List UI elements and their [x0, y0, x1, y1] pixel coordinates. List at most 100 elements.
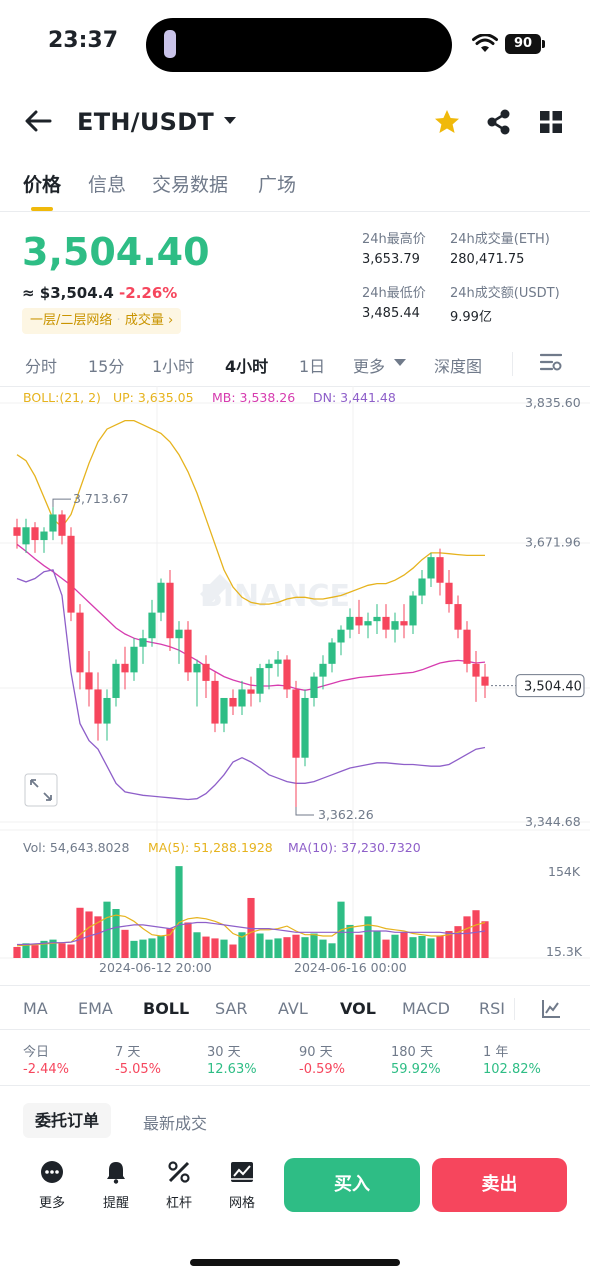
candle-body — [373, 616, 381, 622]
indicator-boll[interactable]: BOLL — [143, 999, 190, 1018]
pair-title[interactable]: ETH/USDT — [77, 108, 215, 136]
caret-down-icon[interactable] — [222, 116, 238, 126]
tab-open-orders[interactable]: 委托订单 — [23, 1103, 112, 1138]
interval-15m[interactable]: 15分 — [88, 357, 125, 376]
volume-bar — [319, 939, 327, 958]
interval-4h[interactable]: 4小时 — [225, 357, 269, 376]
chart-bottom-divider — [0, 985, 590, 986]
candle-body — [400, 621, 408, 626]
tool-alert[interactable]: 提醒 — [94, 1160, 138, 1211]
dynamic-island — [146, 18, 452, 72]
layout-grid-icon[interactable] — [539, 110, 563, 134]
interval-more[interactable]: 更多 — [353, 357, 386, 376]
tool-grid[interactable]: 网格 — [220, 1160, 264, 1211]
tab-recent-trades[interactable]: 最新成交 — [143, 1114, 208, 1133]
tool-more[interactable]: 更多 — [30, 1160, 74, 1211]
indicator-vol[interactable]: VOL — [340, 999, 376, 1018]
indicator-settings-icon[interactable] — [541, 999, 561, 1019]
tab-price[interactable]: 价格 — [23, 174, 62, 196]
indicator-ma[interactable]: MA — [23, 999, 48, 1018]
expand-icon — [30, 779, 52, 801]
indicator-rsi[interactable]: RSI — [479, 999, 505, 1018]
tool-margin[interactable]: 杠杆 — [157, 1160, 201, 1211]
more-caret-icon[interactable] — [393, 358, 407, 368]
candle-body — [445, 582, 453, 605]
chart-settings-icon[interactable] — [540, 353, 562, 373]
high-24h-value: 3,653.79 — [362, 252, 420, 267]
favorite-star-icon[interactable] — [433, 108, 461, 136]
low-marker-line — [295, 806, 314, 816]
indicator-divider — [514, 998, 515, 1020]
last-price-tag-label: 3,504.40 — [524, 680, 582, 695]
buy-button[interactable]: 买入 — [284, 1158, 420, 1212]
share-icon[interactable] — [486, 108, 512, 136]
tab-info[interactable]: 信息 — [88, 174, 127, 196]
perf-7d-value: -5.05% — [115, 1062, 161, 1077]
volume-bar — [94, 916, 102, 958]
candle-body — [175, 629, 183, 639]
price-tick-label: 3,835.60 — [525, 395, 581, 410]
volume-bar — [85, 911, 93, 958]
volume-bar — [265, 939, 273, 958]
volume-bar — [67, 944, 75, 958]
tab-active-indicator — [31, 207, 53, 211]
volume-bar — [364, 916, 372, 958]
perf-bottom-divider — [0, 1085, 590, 1086]
volume-bar — [238, 932, 246, 958]
price-approx: ≈ $3,504.4 -2.26% — [22, 284, 177, 302]
back-arrow-icon[interactable] — [24, 109, 52, 133]
volume-bar — [202, 936, 210, 958]
candle-body — [418, 578, 426, 596]
binance-logo-icon — [200, 574, 230, 604]
volume-bar — [193, 932, 201, 958]
tab-square[interactable]: 广场 — [258, 174, 297, 196]
category-chip[interactable]: 一层/二层网络 · 成交量 › — [22, 308, 182, 334]
price-tick-label: 3,344.68 — [525, 814, 581, 829]
perf-30d-label: 30 天 — [207, 1045, 241, 1060]
boll-lower-line — [16, 569, 486, 801]
candle-body — [22, 527, 30, 545]
last-price: 3,504.40 — [22, 230, 210, 274]
indicator-sar[interactable]: SAR — [215, 999, 248, 1018]
volume-ma5-label: MA(5): 51,288.1928 — [148, 840, 273, 855]
flashlight-indicator-icon — [164, 30, 176, 58]
candle-body — [202, 663, 210, 681]
depth-chart-tab[interactable]: 深度图 — [434, 357, 483, 376]
indicator-avl[interactable]: AVL — [278, 999, 308, 1018]
volume-bar — [13, 946, 21, 958]
interval-timeline[interactable]: 分时 — [25, 357, 58, 376]
change-percent: -2.26% — [119, 284, 178, 302]
volume-ma10-label: MA(10): 37,230.7320 — [288, 840, 421, 855]
candle-body — [184, 629, 192, 673]
perf-today-label: 今日 — [23, 1045, 50, 1060]
indicator-macd[interactable]: MACD — [402, 999, 450, 1018]
grid-bot-icon — [231, 1162, 253, 1182]
perf-90d-value: -0.59% — [299, 1062, 345, 1077]
candle-body — [211, 680, 219, 724]
high-marker-line — [52, 498, 71, 508]
candle-body — [49, 514, 57, 532]
volume-bar — [346, 924, 354, 958]
candle-body — [121, 663, 129, 673]
tool-grid-label: 网格 — [228, 1196, 255, 1211]
candle-body — [67, 535, 75, 613]
candle-body — [247, 689, 255, 694]
indicator-ema[interactable]: EMA — [78, 999, 113, 1018]
volume-bar — [409, 937, 417, 958]
perf-30d-value: 12.63% — [207, 1062, 257, 1077]
boll-up-label: UP: 3,635.05 — [113, 390, 194, 405]
chip-right-label: 成交量 — [124, 313, 164, 328]
volume-bar — [463, 916, 471, 958]
volume-base-24h-label: 24h成交量(ETH) — [450, 232, 550, 247]
interval-1d[interactable]: 1日 — [299, 357, 326, 376]
interval-1h[interactable]: 1小时 — [152, 357, 195, 376]
bell-icon — [107, 1162, 125, 1184]
sell-button[interactable]: 卖出 — [432, 1158, 567, 1212]
chevron-right-icon: › — [167, 313, 174, 328]
volume-bar — [229, 944, 237, 958]
fullscreen-button[interactable] — [24, 773, 58, 807]
candle-body — [391, 621, 399, 630]
tab-trading-data[interactable]: 交易数据 — [152, 174, 229, 196]
price-chart[interactable]: BINANCE BOLL:(21, 2) UP: 3,635.05 MB: 3,… — [0, 386, 590, 976]
candle-body — [166, 582, 174, 639]
